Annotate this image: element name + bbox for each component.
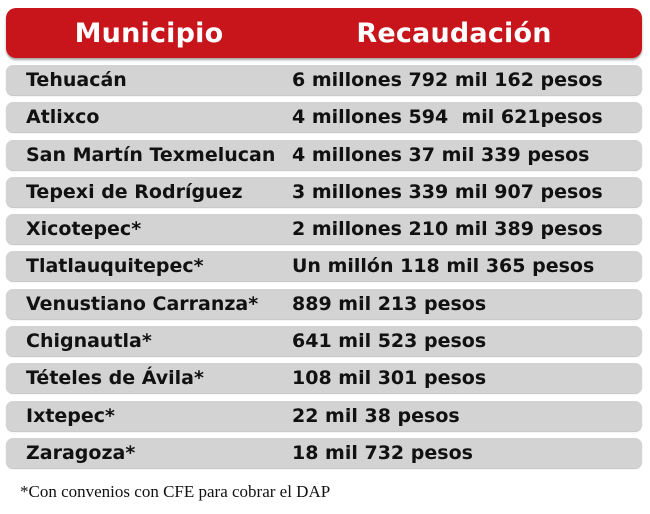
cell-municipio: Zaragoza* <box>26 441 136 464</box>
table-row: Chignautla* 641 mil 523 pesos <box>6 326 642 357</box>
table-row: Tlatlauquitepec* Un millón 118 mil 365 p… <box>6 251 642 282</box>
table-row: Xicotepec* 2 millones 210 mil 389 pesos <box>6 214 642 245</box>
cell-recaudacion: 18 mil 732 pesos <box>292 441 473 464</box>
cell-recaudacion: 2 millones 210 mil 389 pesos <box>292 218 603 241</box>
cell-municipio: Ixtepec* <box>26 404 115 427</box>
cell-municipio: Xicotepec* <box>26 218 142 241</box>
cell-recaudacion: 4 millones 594 mil 621pesos <box>292 106 603 129</box>
table-row: Tehuacán 6 millones 792 mil 162 pesos <box>6 65 642 95</box>
table-row: Tételes de Ávila* 108 mil 301 pesos <box>6 363 642 394</box>
cell-municipio: Tételes de Ávila* <box>26 367 204 390</box>
cell-recaudacion: 641 mil 523 pesos <box>292 330 487 353</box>
cell-recaudacion: 22 mil 38 pesos <box>292 404 460 427</box>
header-municipio: Municipio <box>74 17 224 49</box>
table-row: Ixtepec* 22 mil 38 pesos <box>6 400 642 431</box>
recaudacion-table: Municipio Recaudación Tehuacán 6 millone… <box>6 8 642 475</box>
cell-recaudacion: 3 millones 339 mil 907 pesos <box>292 180 603 203</box>
cell-recaudacion: 108 mil 301 pesos <box>292 367 487 390</box>
table-row: Zaragoza* 18 mil 732 pesos <box>6 437 642 468</box>
header-recaudacion: Recaudación <box>356 17 552 49</box>
cell-municipio: Tepexi de Rodríguez <box>26 180 243 203</box>
cell-municipio: Atlixco <box>26 106 100 129</box>
table-row: San Martín Texmelucan 4 millones 37 mil … <box>6 139 642 170</box>
cell-municipio: Tlatlauquitepec* <box>26 255 204 278</box>
table-row: Venustiano Carranza* 889 mil 213 pesos <box>6 288 642 319</box>
footnote: *Con convenios con CFE para cobrar el DA… <box>20 482 331 501</box>
table-row: Atlixco 4 millones 594 mil 621pesos <box>6 102 642 133</box>
table-row: Tepexi de Rodríguez 3 millones 339 mil 9… <box>6 176 642 207</box>
cell-recaudacion: 4 millones 37 mil 339 pesos <box>292 143 590 166</box>
cell-recaudacion: 6 millones 792 mil 162 pesos <box>292 69 603 91</box>
table-header: Municipio Recaudación <box>6 8 642 58</box>
cell-recaudacion: 889 mil 213 pesos <box>292 292 487 315</box>
cell-municipio: San Martín Texmelucan <box>26 143 276 166</box>
cell-municipio: Venustiano Carranza* <box>26 292 259 315</box>
cell-municipio: Tehuacán <box>26 69 127 91</box>
table-body: Tehuacán 6 millones 792 mil 162 pesos At… <box>6 65 642 468</box>
cell-municipio: Chignautla* <box>26 330 152 353</box>
cell-recaudacion: Un millón 118 mil 365 pesos <box>292 255 595 278</box>
